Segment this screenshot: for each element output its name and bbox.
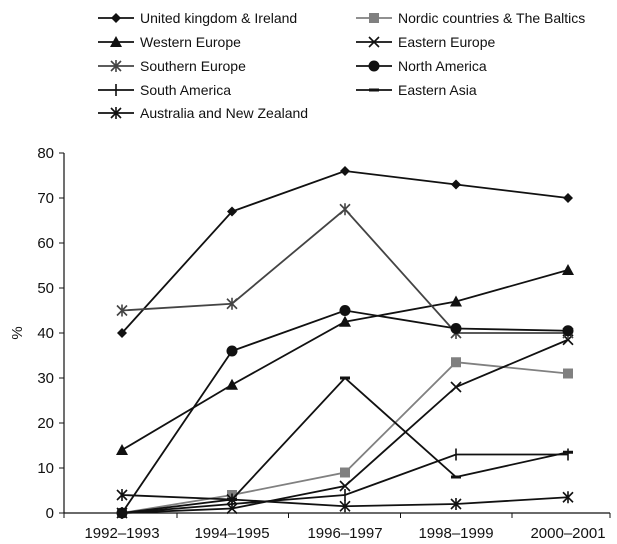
data-point-marker [339, 500, 351, 513]
data-point-marker [562, 491, 574, 504]
data-point-marker [116, 304, 128, 317]
y-tick-label: 30 [37, 370, 54, 387]
data-point-marker [450, 498, 462, 510]
data-point-marker [451, 357, 461, 368]
data-point-marker [562, 325, 574, 337]
legend-label: South America [140, 82, 231, 98]
legend-marker [111, 13, 121, 23]
data-point-marker [226, 493, 238, 506]
legend-marker [368, 60, 380, 72]
data-point-marker [117, 328, 127, 338]
legend-item: United kingdom & Ireland [98, 10, 297, 26]
x-tick-label: 1994–1995 [194, 525, 269, 542]
legend-item: Australia and New Zealand [98, 105, 308, 121]
legend-label: Eastern Europe [398, 34, 495, 50]
data-point-marker [450, 295, 462, 307]
legend-marker [110, 107, 122, 119]
legend-label: Nordic countries & The Baltics [398, 10, 585, 26]
data-point-marker [450, 323, 462, 334]
y-tick-label: 60 [37, 235, 54, 252]
data-point-marker [563, 368, 573, 379]
x-tick-label: 1996–1997 [307, 525, 382, 542]
y-tick-label: 0 [46, 505, 54, 522]
data-point-marker [226, 297, 238, 310]
y-tick-label: 20 [37, 415, 54, 432]
data-point-marker [339, 203, 351, 216]
data-point-marker [340, 166, 350, 176]
x-tick-label: 1992–1993 [84, 525, 159, 542]
axis-ticks: 0 10 20 30 40 50 60 70 80 1992–1993 1994–1995 1996–… [37, 145, 611, 542]
legend-item: Western Europe [98, 34, 241, 50]
y-tick-label: 50 [37, 280, 54, 297]
legend-label: Western Europe [140, 34, 241, 50]
y-tick-label: 70 [37, 190, 54, 207]
y-tick-label: 10 [37, 460, 54, 477]
data-point-marker [227, 206, 237, 217]
chart-series [116, 166, 574, 519]
data-point-marker [226, 378, 238, 390]
legend-label: North America [398, 58, 487, 74]
x-tick-label: 2000–2001 [530, 525, 605, 542]
legend-marker [110, 36, 122, 47]
legend-marker [110, 60, 122, 72]
legend-item: Southern Europe [98, 58, 246, 74]
legend-item: Eastern Asia [356, 82, 477, 98]
series-line [121, 269, 569, 451]
legend-item: North America [356, 58, 487, 74]
data-point-marker [116, 444, 128, 455]
series-8 [116, 489, 574, 513]
data-point-marker [339, 305, 351, 316]
y-tick-label: 80 [37, 145, 54, 162]
data-point-marker [226, 345, 238, 357]
x-tick-label: 1998–1999 [418, 525, 493, 542]
data-point-marker [563, 193, 573, 203]
data-point-marker [562, 264, 574, 275]
legend-label: United kingdom & Ireland [140, 10, 297, 26]
data-point-marker [450, 381, 462, 393]
series-5 [116, 305, 574, 519]
series-line [121, 309, 569, 514]
legend-item: Eastern Europe [356, 34, 495, 50]
legend-label: Southern Europe [140, 58, 246, 74]
data-point-marker [339, 480, 351, 492]
legend-marker [368, 36, 380, 48]
legend-label: Australia and New Zealand [140, 105, 308, 121]
data-point-marker [340, 467, 350, 478]
data-point-marker [116, 489, 128, 501]
chart-legend: United kingdom & Ireland Nordic countries… [98, 10, 585, 121]
data-point-marker [451, 179, 461, 190]
y-tick-label: 40 [37, 325, 54, 342]
series-0 [117, 166, 573, 338]
series-2 [116, 264, 574, 455]
legend-item: South America [98, 82, 231, 98]
legend-label: Eastern Asia [398, 82, 477, 98]
legend-marker [369, 13, 379, 23]
legend-item: Nordic countries & The Baltics [356, 10, 585, 26]
y-axis-label: % [9, 326, 26, 339]
data-point-marker [339, 315, 351, 327]
